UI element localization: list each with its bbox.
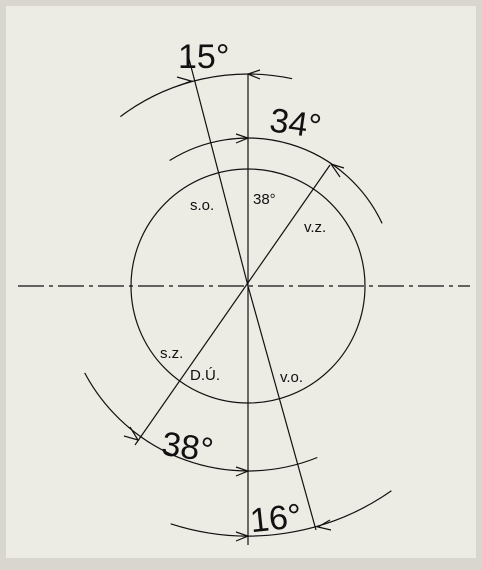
- sheet: [6, 6, 476, 558]
- label: v.z.: [304, 219, 326, 236]
- arc-16: [170, 490, 392, 537]
- label: v.o.: [280, 369, 303, 386]
- line-34: [134, 164, 331, 446]
- arrowheads: [123, 69, 345, 542]
- label: s.o.: [190, 197, 214, 214]
- label: 15°: [178, 38, 229, 76]
- line-16: [247, 285, 317, 531]
- label: 38°: [159, 425, 215, 470]
- label: s.z.: [160, 345, 183, 362]
- arc-38: [84, 372, 318, 472]
- arc-15: [120, 73, 293, 118]
- label: 16°: [248, 497, 303, 540]
- label: D.Ú.: [190, 367, 220, 384]
- arc-34: [169, 137, 383, 224]
- label: 34°: [267, 101, 323, 146]
- circle: [130, 168, 366, 404]
- label: 38°: [253, 191, 276, 208]
- line-15: [187, 54, 249, 287]
